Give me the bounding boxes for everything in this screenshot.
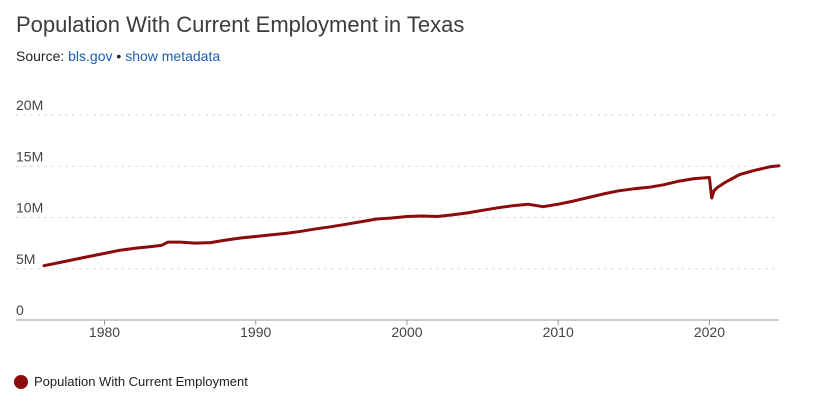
- y-tick-label: 20M: [16, 97, 43, 113]
- source-label: Source:: [16, 48, 65, 64]
- x-tick-label: 2020: [694, 324, 725, 340]
- source-separator: •: [116, 48, 122, 64]
- y-tick-label: 10M: [16, 200, 43, 216]
- y-tick-label: 0: [16, 302, 24, 318]
- x-tick-label: 2010: [543, 324, 574, 340]
- y-tick-label: 5M: [16, 251, 35, 267]
- legend-marker: [14, 374, 28, 389]
- show-metadata-link[interactable]: show metadata: [125, 48, 221, 64]
- x-tick-label: 1990: [240, 324, 271, 340]
- source-link[interactable]: bls.gov: [68, 48, 113, 64]
- x-tick-label: 2000: [391, 324, 422, 340]
- y-tick-label: 15M: [16, 148, 43, 164]
- x-tick-label: 1980: [89, 324, 120, 340]
- legend[interactable]: Population With Current Employment: [14, 374, 248, 389]
- legend-label: Population With Current Employment: [34, 374, 248, 389]
- source-line: Source: bls.gov • show metadata: [16, 48, 220, 64]
- chart-title: Population With Current Employment in Te…: [16, 12, 465, 37]
- series-line-employment: [42, 164, 781, 268]
